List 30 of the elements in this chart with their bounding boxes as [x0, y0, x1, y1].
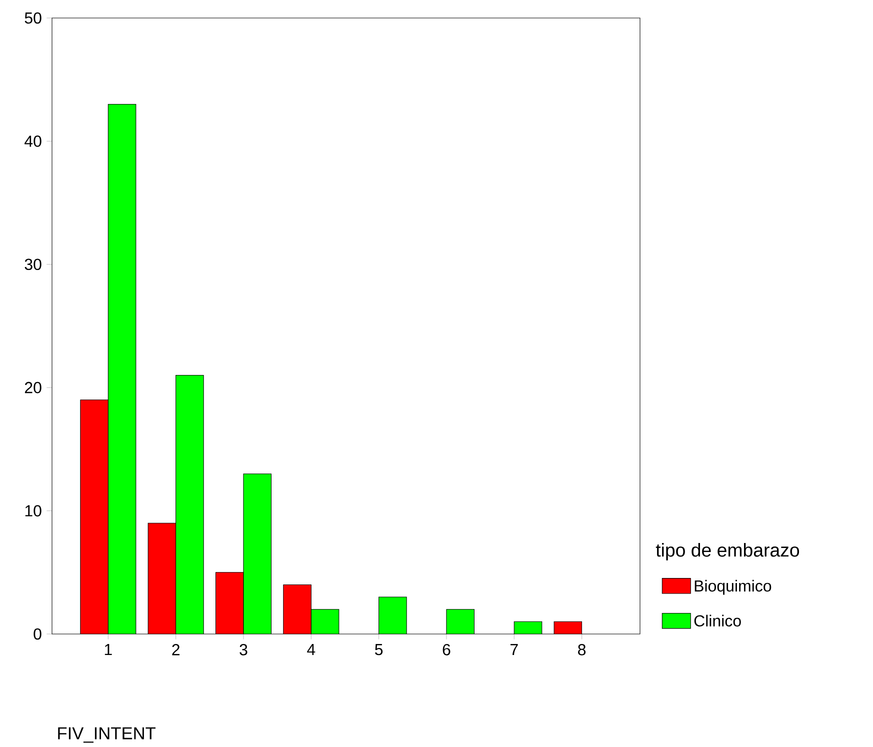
bar — [148, 523, 176, 634]
x-tick-label: 1 — [104, 644, 112, 655]
bar — [311, 609, 339, 634]
bar — [378, 596, 407, 634]
x-tick-label: 5 — [375, 644, 383, 656]
bar — [176, 375, 204, 634]
bar — [514, 621, 542, 634]
bar — [216, 572, 244, 634]
bar — [283, 584, 312, 634]
x-tick-label: 7 — [510, 644, 518, 655]
bar — [244, 474, 272, 634]
bar — [80, 400, 108, 634]
x-tick-label: 4 — [307, 644, 316, 655]
y-tick-label: 30 — [24, 258, 42, 270]
x-tick-label: 3 — [240, 644, 248, 656]
bar — [554, 621, 582, 634]
x-axis-title: FIV_INTENT — [58, 727, 156, 743]
y-tick-label: 0 — [34, 628, 42, 640]
x-tick-label: 6 — [442, 644, 450, 656]
legend-label: Bioquimico — [694, 580, 772, 595]
bar — [108, 104, 136, 634]
y-tick-label: 20 — [24, 382, 42, 394]
legend-title: tipo de embarazo — [656, 542, 800, 560]
y-tick-label: 10 — [25, 505, 42, 516]
bar — [446, 609, 474, 634]
x-tick-label: 2 — [172, 644, 180, 656]
x-tick-label: 8 — [578, 644, 586, 656]
legend-label: Clinico — [694, 614, 741, 626]
y-tick-label: 40 — [24, 135, 42, 147]
y-tick-label: 50 — [24, 12, 42, 24]
